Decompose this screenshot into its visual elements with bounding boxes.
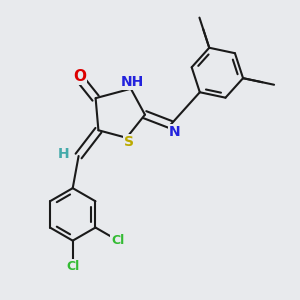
Text: NH: NH (121, 75, 145, 89)
Text: N: N (169, 124, 181, 139)
Text: Cl: Cl (66, 260, 79, 273)
Text: Cl: Cl (111, 234, 124, 247)
Text: S: S (124, 135, 134, 149)
Text: H: H (58, 147, 70, 161)
Text: O: O (73, 69, 86, 84)
